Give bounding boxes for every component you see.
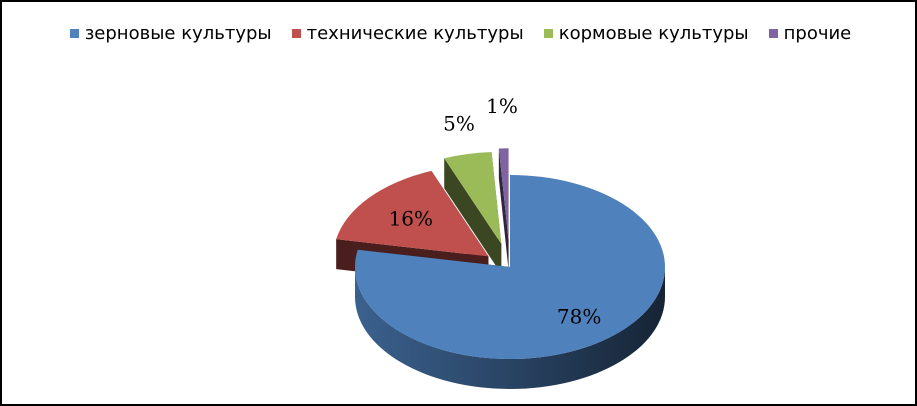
- legend-swatch-grain: [69, 29, 79, 38]
- data-label-technical: 16%: [389, 206, 433, 230]
- legend-label-fodder: кормовые культуры: [558, 23, 749, 44]
- legend-item-other: прочие: [768, 23, 852, 44]
- legend-item-fodder: кормовые культуры: [543, 23, 749, 44]
- data-label-fodder: 5%: [443, 112, 475, 136]
- legend: зерновые культуры технические культуры к…: [2, 23, 917, 44]
- slice-technical: [336, 170, 489, 257]
- legend-swatch-technical: [291, 29, 301, 38]
- legend-item-technical: технические культуры: [291, 23, 524, 44]
- data-label-grain: 78%: [557, 305, 601, 329]
- slice-grain: [355, 174, 665, 359]
- slice-other: [498, 148, 509, 241]
- slice-fodder: [444, 152, 502, 244]
- legend-label-other: прочие: [783, 23, 852, 44]
- legend-label-grain: зерновые культуры: [84, 23, 272, 44]
- slice-rim-grain: [355, 267, 665, 389]
- slice-side-other-0: [498, 148, 509, 271]
- legend-swatch-fodder: [543, 29, 553, 38]
- legend-item-grain: зерновые культуры: [69, 23, 272, 44]
- data-label-other: 1%: [486, 94, 518, 118]
- legend-swatch-other: [768, 29, 778, 38]
- legend-label-technical: технические культуры: [306, 23, 524, 44]
- slice-side-fodder-0: [444, 158, 502, 274]
